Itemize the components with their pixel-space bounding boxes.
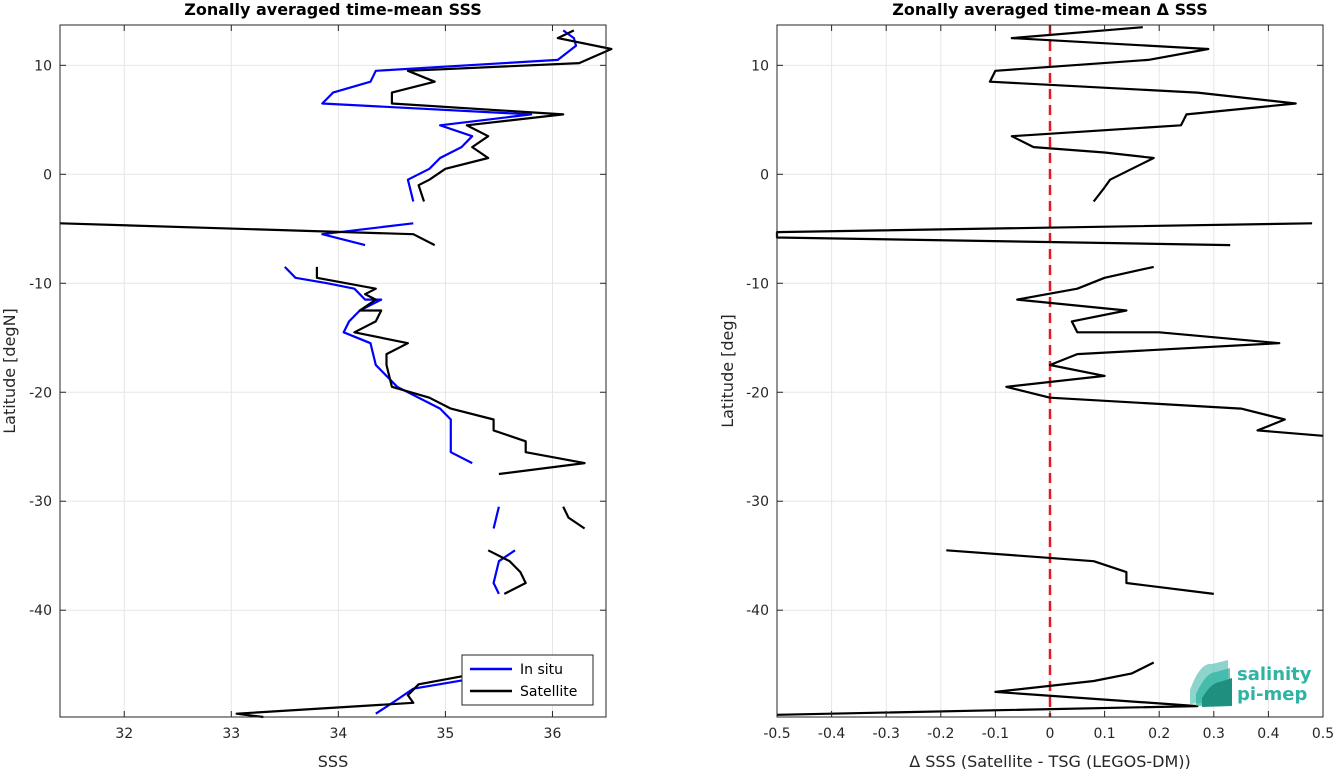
sss-legend: In situ Satellite (461, 654, 594, 706)
delta-sss-y-tick-label: 0 (760, 167, 769, 183)
delta-sss-y-tick-label: -30 (746, 494, 769, 510)
legend-label-in-situ: In situ (520, 662, 563, 678)
delta-sss-x-tick-label: 0.1 (1093, 726, 1115, 742)
sss-grid (60, 25, 606, 717)
sss-y-tick-label: -30 (29, 494, 52, 510)
sss-y-tick-label: -40 (29, 603, 52, 619)
delta-sss-chart-title: Zonally averaged time-mean Δ SSS (892, 0, 1208, 19)
sss-x-tick-label: 35 (436, 726, 454, 742)
delta-sss-y-tick-label: -40 (746, 603, 769, 619)
in-situ-line-segment (321, 222, 414, 247)
in-situ-line-segment (284, 266, 473, 465)
delta-sss-x-tick-label: 0.4 (1257, 726, 1279, 742)
delta-sss-y-tick-label: -20 (746, 385, 769, 401)
sss-y-tick-label: -20 (29, 385, 52, 401)
legend-box (461, 654, 594, 706)
sss-x-axis-label: SSS (318, 752, 348, 769)
delta-sss-line-segment (1005, 265, 1324, 437)
delta-sss-grid (776, 25, 1324, 717)
satellite-line-segment (390, 29, 613, 202)
delta-sss-x-tick-label: -0.3 (873, 726, 900, 742)
delta-sss-x-tick-label: -0.1 (982, 726, 1009, 742)
delta-sss-x-axis-label: Δ SSS (Satellite - TSG (LEGOS-DM)) (909, 752, 1191, 769)
salinity-pi-mep-logo: salinity pi-mep (1190, 660, 1312, 707)
sss-y-tick-label: -10 (29, 276, 52, 292)
satellite-line-segment (235, 672, 478, 719)
in-situ-line-segment (321, 29, 578, 202)
sss-series (59, 29, 613, 719)
sss-x-tick-label: 36 (544, 726, 562, 742)
sss-ticks: 32 33 34 35 36 10 0 -10 -20 -30 -40 (29, 25, 606, 742)
sss-x-tick-label: 34 (329, 726, 347, 742)
delta-sss-line-segment (988, 26, 1297, 203)
satellite-line-segment (315, 266, 586, 476)
delta-sss-x-tick-label: 0 (1046, 726, 1055, 742)
delta-sss-x-tick-label: -0.5 (763, 726, 790, 742)
wave-logo-icon (1190, 660, 1232, 707)
sss-y-tick-label: 10 (34, 58, 52, 74)
sss-x-tick-label: 32 (115, 726, 133, 742)
delta-sss-x-tick-label: 0.2 (1148, 726, 1170, 742)
in-situ-line-segment (375, 676, 478, 715)
delta-sss-ticks: -0.5 -0.4 -0.3 -0.2 -0.1 0 0.1 0.2 0.3 0.4 0.5 10 0 -… (746, 25, 1334, 742)
sss-y-axis-label: Latitude [degN] (0, 308, 19, 434)
satellite-line-segment (59, 222, 436, 247)
in-situ-line-segment (492, 506, 500, 529)
sss-x-tick-label: 33 (222, 726, 240, 742)
delta-sss-line-segment (776, 661, 1199, 716)
logo-line-1: salinity (1237, 664, 1312, 685)
delta-sss-x-tick-label: -0.4 (818, 726, 845, 742)
sss-axes-box (59, 24, 607, 718)
delta-sss-line-segment (946, 549, 1214, 595)
satellite-line-segment (487, 549, 527, 595)
sss-y-tick-label: 0 (43, 167, 52, 183)
delta-sss-y-tick-label: 10 (751, 58, 769, 74)
delta-sss-panel: -0.5 -0.4 -0.3 -0.2 -0.1 0 0.1 0.2 0.3 0.4 0.5 10 0 -… (718, 0, 1334, 769)
legend-label-satellite: Satellite (520, 684, 577, 700)
delta-sss-y-axis-label: Latitude [deg] (718, 314, 737, 428)
satellite-line-segment (562, 506, 586, 530)
delta-sss-x-tick-label: 0.3 (1203, 726, 1225, 742)
sss-chart-title: Zonally averaged time-mean SSS (184, 0, 482, 19)
sss-panel: 32 33 34 35 36 10 0 -10 -20 -30 -40 Zonally averag… (0, 0, 613, 769)
sss-plot-area (60, 25, 606, 717)
delta-sss-x-tick-label: -0.2 (927, 726, 954, 742)
logo-line-2: pi-mep (1237, 684, 1307, 705)
in-situ-line-segment (492, 549, 516, 595)
delta-sss-y-tick-label: -10 (746, 276, 769, 292)
delta-sss-x-tick-label: 0.5 (1312, 726, 1334, 742)
